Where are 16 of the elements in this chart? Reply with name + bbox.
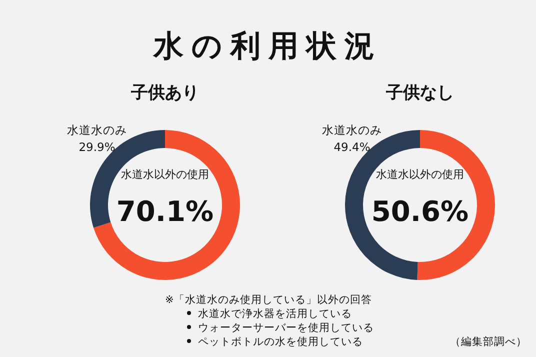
chart-subtitle: 子供なし	[385, 83, 454, 103]
chart-subtitle: 子供あり	[130, 83, 199, 103]
chart-title: 水の利用状況	[152, 29, 382, 64]
slice-label: 水道水以外の使用	[121, 168, 209, 181]
slice-label: 水道水のみ	[67, 123, 127, 137]
data-label: 29.9%	[78, 140, 116, 154]
data-label: 70.1%	[116, 195, 214, 228]
text: ペットボトルの水を使用している	[198, 335, 363, 348]
data-label: 49.4%	[334, 140, 370, 154]
text: 水道水で浄水器を活用している	[198, 307, 352, 320]
slice-label: 水道水以外の使用	[376, 168, 464, 181]
text: （編集部調べ）	[450, 335, 527, 348]
text: ※「水道水のみ使用している」以外の回答	[165, 293, 372, 306]
slice-label: 水道水のみ	[322, 123, 382, 137]
text: ウォーターサーバーを使用している	[198, 322, 374, 334]
data-label: 50.6%	[371, 195, 469, 228]
